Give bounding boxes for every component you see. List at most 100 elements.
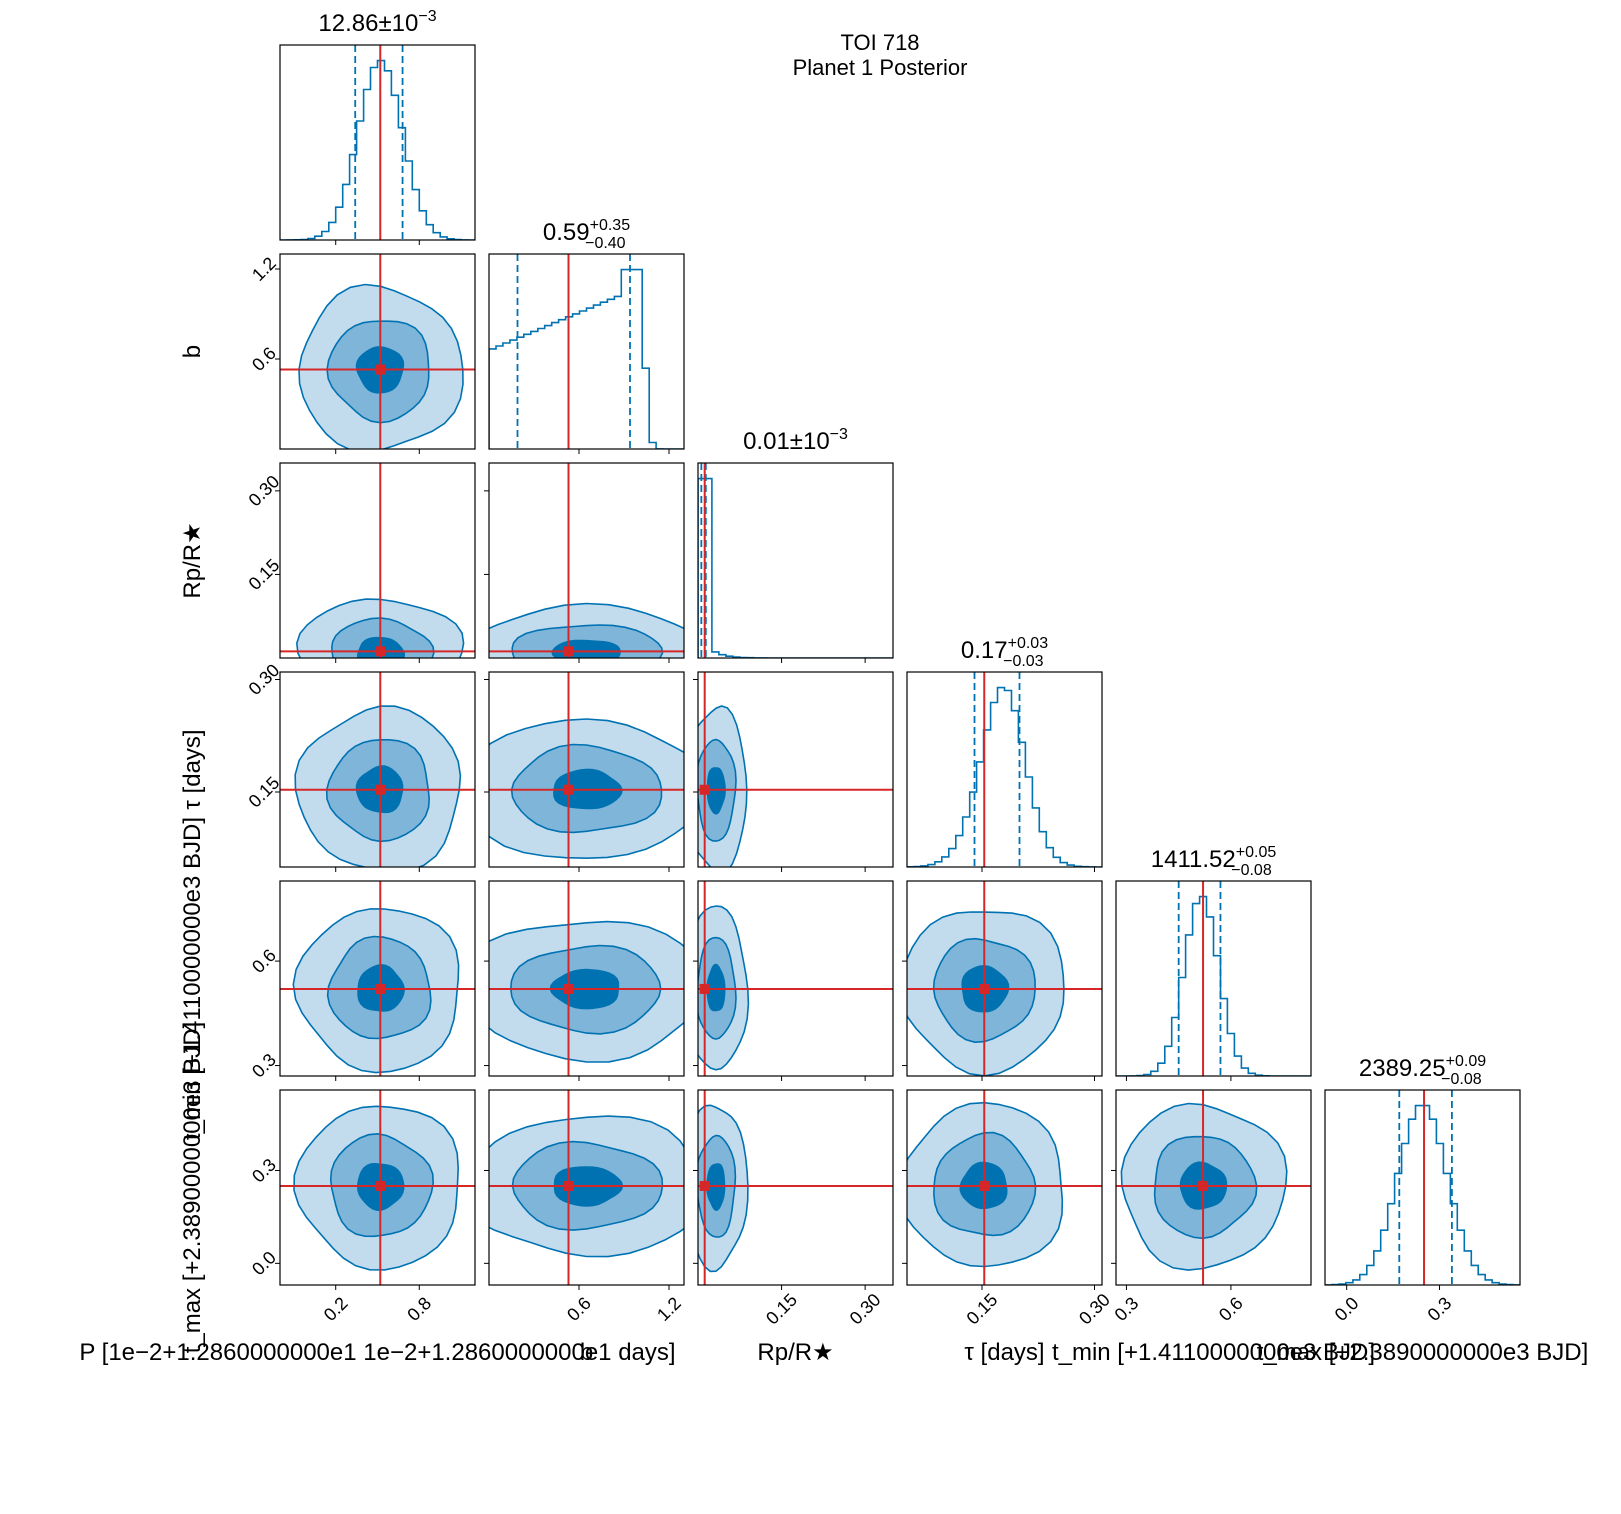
ylabel-t_max: t_max [+2.3890000000e3 BJD] bbox=[179, 1022, 206, 1354]
hist-tau bbox=[907, 686, 1102, 867]
panel-t_max-vs-Rp/Rs: 0.15 0.30 bbox=[693, 1089, 894, 1329]
panel-tau-vs-b bbox=[484, 671, 685, 872]
panel-frame bbox=[1115, 880, 1312, 1077]
panel-t_max-vs-b: 0.6 1.2 bbox=[484, 1089, 685, 1325]
panel-t_max-vs-t_min: 0.3 0.6 bbox=[1111, 1089, 1312, 1325]
hist-Rp/Rs bbox=[698, 477, 893, 658]
param-title-t_max: 2389.25+0.09 −0.08 bbox=[1359, 1053, 1486, 1088]
panel-frame bbox=[697, 1089, 894, 1286]
truth-marker bbox=[563, 646, 574, 657]
xtick-label-P-1: 0.8 bbox=[403, 1293, 435, 1325]
ytick-label-t_min-1: 0.6 bbox=[248, 945, 280, 977]
param-title-t_min: 1411.52+0.05 −0.08 bbox=[1151, 844, 1277, 879]
ytick-label-Rp/Rs-0: 0.15 bbox=[245, 555, 284, 594]
xtick-label-t_min-0: 0.3 bbox=[1111, 1293, 1143, 1325]
ytick-label-t_min-0: 0.3 bbox=[248, 1050, 280, 1082]
xlabel-P: P [1e−2+1.2860000000e1 1e−2+1.2860000000… bbox=[79, 1339, 675, 1366]
panel-t_min-vs-t_min: 1411.52+0.05 −0.08 bbox=[1115, 844, 1312, 1081]
hist-t_max bbox=[1325, 1104, 1520, 1285]
ylabel-Rp/Rs: Rp/R★ bbox=[179, 522, 206, 598]
truth-marker bbox=[699, 983, 710, 994]
ytick-label-tau-0: 0.15 bbox=[245, 773, 284, 812]
panel-frame bbox=[488, 253, 685, 450]
param-title-Rp/Rs: 0.01±10−3 bbox=[743, 426, 848, 455]
panel-t_min-vs-P: 0.3 0.6 bbox=[248, 880, 476, 1082]
xtick-label-t_min-1: 0.6 bbox=[1215, 1293, 1247, 1325]
panel-frame bbox=[488, 880, 685, 1077]
param-title-P: 12.86±10−3 bbox=[318, 8, 436, 37]
xtick-label-tau-0: 0.15 bbox=[963, 1290, 1002, 1329]
xlabel-t_max: t_max [+2.3890000000e3 BJD] bbox=[1257, 1339, 1589, 1366]
panel-frame bbox=[1324, 1089, 1521, 1286]
ytick-label-b-0: 0.6 bbox=[248, 343, 280, 375]
panel-frame bbox=[906, 671, 1103, 868]
panel-frame bbox=[279, 1089, 476, 1286]
param-title-tau: 0.17+0.03 −0.03 bbox=[961, 635, 1048, 670]
ylabel-b: b bbox=[179, 345, 206, 358]
xtick-label-b-0: 0.6 bbox=[563, 1293, 595, 1325]
xtick-label-t_max-0: 0.0 bbox=[1331, 1293, 1363, 1325]
panel-t_min-vs-b bbox=[484, 880, 685, 1081]
panel-frame bbox=[488, 671, 685, 868]
ytick-label-tau-1: 0.30 bbox=[245, 660, 284, 699]
panel-tau-vs-P: 0.15 0.30 bbox=[245, 660, 476, 872]
xtick-label-b-1: 1.2 bbox=[653, 1293, 685, 1325]
panel-b-vs-P: 0.6 1.2 bbox=[248, 253, 476, 454]
figure-title-line2: Planet 1 Posterior bbox=[792, 55, 968, 80]
hist-t_min bbox=[1116, 895, 1311, 1076]
ytick-label-Rp/Rs-1: 0.30 bbox=[245, 471, 284, 510]
panel-frame bbox=[906, 880, 1103, 1077]
figure-title: TOI 718 Planet 1 Posterior bbox=[700, 30, 1060, 80]
panel-frame bbox=[279, 671, 476, 868]
panel-tau-vs-tau: 0.17+0.03 −0.03 bbox=[906, 635, 1103, 872]
ytick-label-t_max-1: 0.3 bbox=[248, 1155, 280, 1187]
truth-marker bbox=[375, 646, 386, 657]
xtick-label-P-0: 0.2 bbox=[320, 1293, 352, 1325]
hist-b bbox=[489, 268, 684, 449]
xtick-label-t_max-1: 0.3 bbox=[1424, 1293, 1456, 1325]
figure-title-line1: TOI 718 bbox=[840, 30, 920, 55]
truth-marker bbox=[699, 1180, 710, 1191]
panel-frame bbox=[488, 462, 685, 659]
ylabel-tau: τ [days] bbox=[179, 729, 206, 809]
truth-marker bbox=[375, 983, 386, 994]
panel-frame bbox=[697, 880, 894, 1077]
panel-frame bbox=[279, 253, 476, 450]
xtick-label-Rp/Rs-1: 0.30 bbox=[846, 1290, 885, 1329]
panel-frame bbox=[697, 462, 894, 659]
panel-frame bbox=[697, 671, 894, 868]
panel-t_max-vs-P: 0.2 0.8 0.0 0.3 bbox=[248, 1089, 476, 1325]
truth-marker bbox=[979, 983, 990, 994]
xlabel-b: b bbox=[580, 1339, 593, 1366]
panel-b-vs-b: 0.59+0.35 −0.40 bbox=[488, 217, 685, 454]
panel-P-vs-P: 12.86±10−3 bbox=[279, 8, 476, 245]
xtick-label-tau-1: 0.30 bbox=[1075, 1290, 1114, 1329]
panel-tau-vs-Rp/Rs bbox=[693, 671, 894, 872]
xlabel-Rp/Rs: Rp/R★ bbox=[757, 1339, 833, 1366]
panel-t_min-vs-tau bbox=[902, 880, 1103, 1081]
panel-t_max-vs-tau: 0.15 0.30 bbox=[902, 1089, 1114, 1329]
truth-marker bbox=[375, 1180, 386, 1191]
panel-frame bbox=[279, 44, 476, 241]
panel-Rp/Rs-vs-b bbox=[484, 462, 685, 663]
truth-marker bbox=[979, 1180, 990, 1191]
hist-P bbox=[280, 59, 475, 240]
truth-marker bbox=[375, 364, 386, 375]
panel-frame bbox=[279, 462, 476, 659]
panel-frame bbox=[1115, 1089, 1312, 1286]
panel-t_min-vs-Rp/Rs bbox=[693, 880, 894, 1081]
panel-frame bbox=[906, 1089, 1103, 1286]
truth-marker bbox=[563, 983, 574, 994]
xlabel-t_min: t_min [+1.4110000000e3 BJD] bbox=[1052, 1339, 1375, 1366]
param-title-b: 0.59+0.35 −0.40 bbox=[543, 217, 630, 252]
truth-marker bbox=[1198, 1180, 1209, 1191]
xlabel-tau: τ [days] bbox=[964, 1339, 1044, 1366]
ytick-label-t_max-0: 0.0 bbox=[248, 1247, 280, 1279]
ylabel-t_min: t_min [+1.4110000000e3 BJD] bbox=[179, 817, 206, 1140]
ytick-label-b-1: 1.2 bbox=[248, 253, 280, 285]
panel-t_max-vs-t_max: 2389.25+0.09 −0.08 0.0 0.3 bbox=[1324, 1053, 1521, 1325]
panel-Rp/Rs-vs-P: 0.15 0.30 bbox=[245, 462, 476, 663]
truth-marker bbox=[375, 784, 386, 795]
truth-marker bbox=[699, 784, 710, 795]
